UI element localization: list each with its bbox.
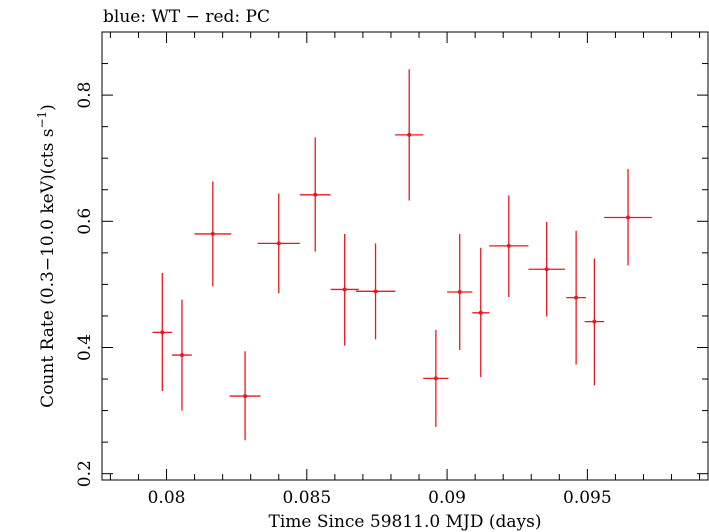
point-marker: [373, 289, 378, 294]
data-point: [330, 233, 359, 346]
data-point: [566, 230, 586, 365]
point-marker: [592, 319, 597, 324]
tick-labels: 0.08 0.085 0.09 0.095 0.2 0.4 0.6 0.8: [75, 82, 612, 508]
point-marker: [179, 353, 184, 358]
point-marker: [407, 132, 412, 137]
data-point: [489, 195, 529, 298]
point-marker: [457, 289, 462, 294]
y-axis-label-superscript: −1: [35, 111, 49, 129]
data-points: [152, 69, 652, 441]
plot-frame: [101, 31, 709, 481]
point-marker: [276, 241, 281, 246]
data-point: [395, 69, 424, 201]
y-axis-label-main: Count Rate (0.3−10.0 keV)(cts s: [38, 129, 58, 408]
point-marker: [160, 330, 165, 335]
data-point: [257, 193, 300, 294]
data-point: [472, 247, 490, 378]
y-tick-label: 0.4: [75, 334, 95, 361]
data-point: [528, 221, 565, 317]
point-marker: [626, 215, 631, 220]
y-axis-label: Count Rate (0.3−10.0 keV)(cts s−1): [35, 104, 58, 408]
x-tick-label: 0.09: [428, 488, 466, 508]
point-marker: [243, 394, 248, 399]
data-point: [447, 233, 473, 351]
chart-header: blue: WT − red: PC: [103, 7, 270, 27]
point-marker: [478, 310, 483, 315]
data-point: [172, 299, 192, 411]
data-point: [229, 351, 261, 441]
point-marker: [544, 267, 549, 272]
data-point: [152, 273, 173, 392]
data-point: [299, 137, 331, 252]
data-point: [604, 168, 652, 266]
point-marker: [574, 295, 579, 300]
data-point: [423, 329, 449, 427]
y-axis-label-end: ): [38, 104, 58, 111]
x-tick-label: 0.08: [148, 488, 186, 508]
y-tick-label: 0.8: [75, 82, 95, 109]
x-axis-label: Time Since 59811.0 MJD (days): [269, 512, 542, 532]
data-point: [355, 243, 396, 340]
point-marker: [433, 376, 438, 381]
x-tick-label: 0.085: [282, 488, 331, 508]
data-point: [584, 258, 605, 386]
axis-ticks: [102, 31, 708, 480]
point-marker: [313, 192, 318, 197]
y-tick-label: 0.2: [75, 460, 95, 487]
point-marker: [506, 243, 511, 248]
data-point: [194, 181, 232, 287]
x-tick-label: 0.095: [563, 488, 612, 508]
y-tick-label: 0.6: [75, 208, 95, 235]
point-marker: [210, 231, 215, 236]
point-marker: [342, 287, 347, 292]
